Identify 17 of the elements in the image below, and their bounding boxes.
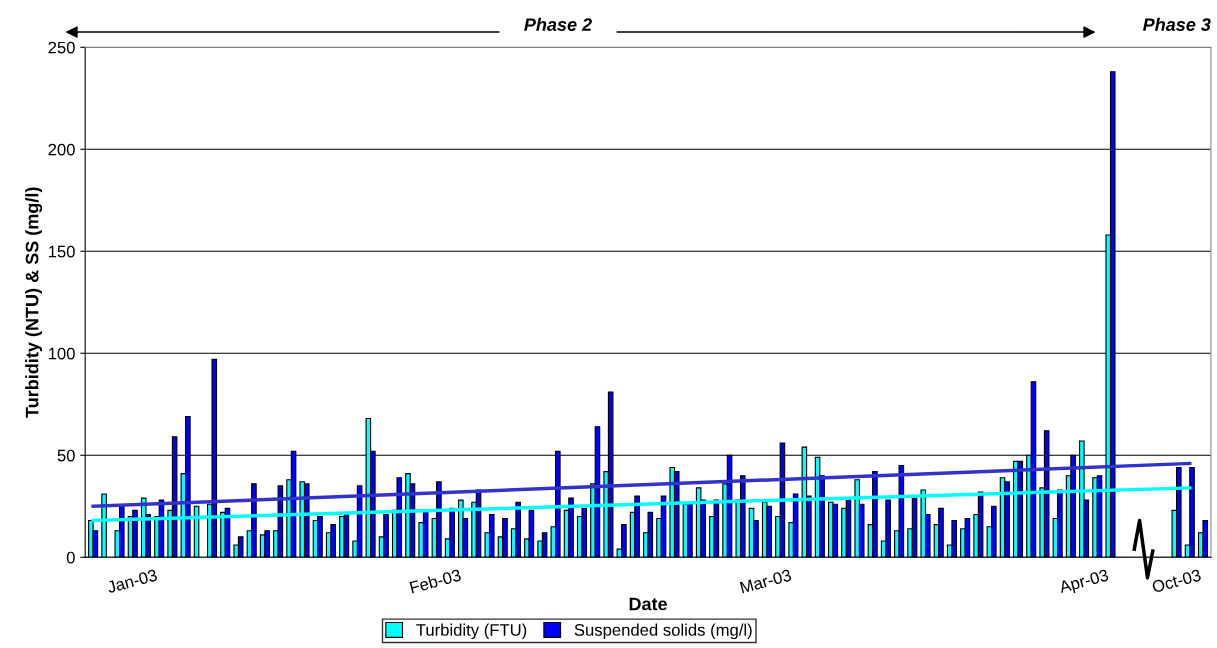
x-tick-label: Mar-03 bbox=[739, 569, 792, 594]
x-tick-label: Feb-03 bbox=[409, 568, 462, 594]
x-tick-label: Oct-03 bbox=[1151, 569, 1202, 593]
legend-label: Turbidity (FTU) bbox=[416, 623, 527, 640]
text: Phase 3 bbox=[1142, 17, 1211, 31]
y-tick-label: 250 bbox=[48, 41, 75, 54]
y-tick-label: 0 bbox=[66, 551, 75, 564]
y-tick-label: 200 bbox=[48, 143, 75, 156]
x-axis-title: Date bbox=[629, 597, 668, 611]
y-tick-label: 50 bbox=[57, 449, 75, 462]
y-tick-label: 100 bbox=[48, 347, 75, 360]
y-tick-label: 150 bbox=[48, 245, 75, 258]
x-tick-label: Apr-03 bbox=[1058, 569, 1110, 597]
y-axis-title: Turbidity (NTU) & SS (mg/l) bbox=[25, 187, 43, 418]
text: Phase 2 bbox=[524, 17, 592, 31]
legend-label: Suspended solids (mg/l) bbox=[574, 623, 752, 640]
x-tick-label: Jan-03 bbox=[106, 569, 158, 594]
